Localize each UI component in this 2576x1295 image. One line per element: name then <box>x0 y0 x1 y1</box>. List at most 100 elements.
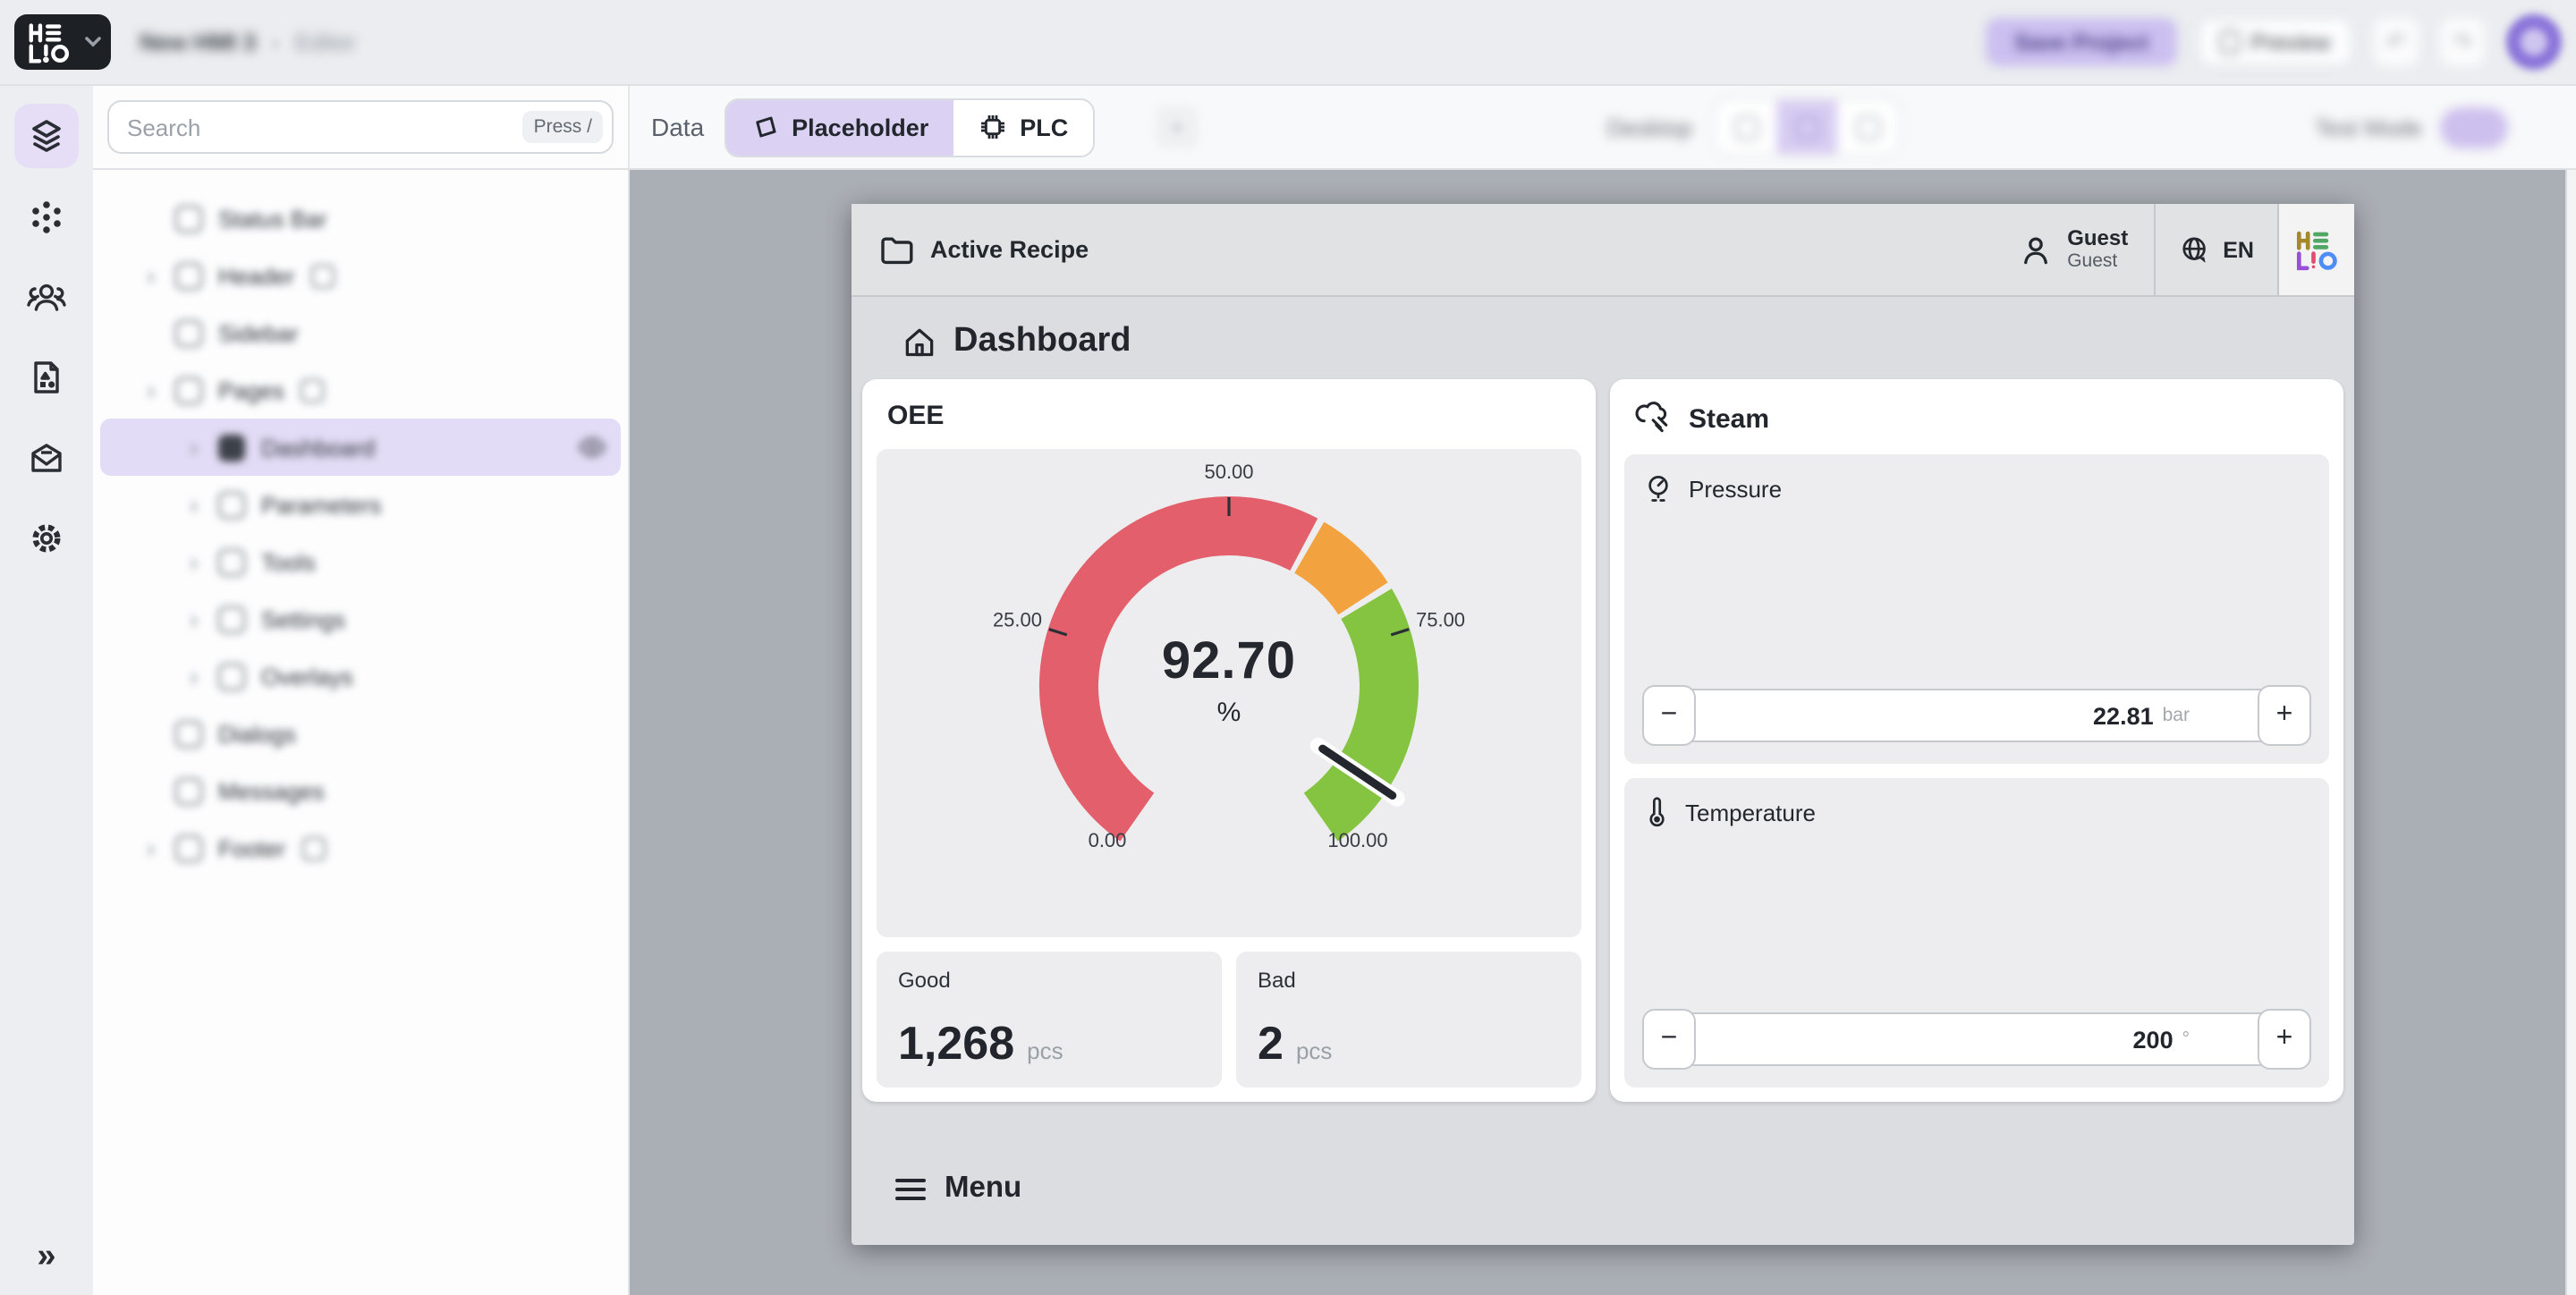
item-icon <box>218 491 245 518</box>
project-name[interactable]: New HMI 3 <box>140 29 257 55</box>
hmi-preview-frame: Active Recipe <box>852 204 2354 1245</box>
pressure-decrement-button[interactable]: − <box>1642 685 1696 746</box>
tree-item-overlays[interactable]: › Overlays <box>100 648 621 705</box>
chevron-icon[interactable]: › <box>190 662 199 690</box>
rail-item-assets[interactable] <box>14 345 79 410</box>
home-icon <box>905 328 934 357</box>
kpi-bad-label: Bad <box>1258 968 1296 993</box>
tablet-icon <box>1795 115 1819 139</box>
chevron-icon[interactable]: › <box>147 261 156 290</box>
device-desktop-button[interactable] <box>1837 100 1898 154</box>
page-title: Dashboard <box>902 322 2343 361</box>
tree-item-tools[interactable]: › Tools <box>100 533 621 590</box>
chevron-icon[interactable]: › <box>190 433 199 461</box>
steam-card-title: Steam <box>1635 401 2329 436</box>
tree-item-status-bar[interactable]: Status Bar <box>100 190 621 247</box>
item-icon <box>175 720 202 747</box>
chevron-icon[interactable]: › <box>190 490 199 519</box>
device-phone-button[interactable] <box>1716 100 1776 154</box>
pressure-unit: bar <box>2162 705 2190 726</box>
divider <box>2277 204 2279 295</box>
language-switcher[interactable]: EN <box>2155 204 2277 295</box>
collapse-sidebar-button[interactable]: » <box>37 1238 55 1277</box>
rail-item-users[interactable] <box>14 265 79 329</box>
data-source-tabs: Placeholder PLC <box>724 97 1096 157</box>
tree-item-footer[interactable]: › Footer <box>100 819 621 876</box>
tree-item-label: Parameters <box>261 491 382 518</box>
save-project-button[interactable]: Save Project <box>1986 18 2177 66</box>
eye-icon[interactable] <box>578 433 606 461</box>
temperature-input[interactable]: 200 ° <box>1683 1012 2270 1066</box>
tree-item-header[interactable]: › Header <box>100 247 621 304</box>
user-avatar[interactable] <box>2506 14 2562 70</box>
chevron-icon[interactable]: › <box>147 376 156 404</box>
pressure-increment-button[interactable]: + <box>2258 685 2311 746</box>
layer-tree-panel: Status Bar › Header Sidebar › Pages › Dashboard… <box>93 170 630 1295</box>
template-badge-icon <box>300 378 324 402</box>
active-recipe[interactable]: Active Recipe <box>852 204 1089 295</box>
menu-label: Menu <box>945 1172 1022 1204</box>
rail-item-layers[interactable] <box>14 104 79 168</box>
device-tablet-button[interactable] <box>1776 100 1838 154</box>
tab-plc[interactable]: PLC <box>953 99 1093 155</box>
svg-text:50.00: 50.00 <box>1204 461 1253 483</box>
temperature-unit: ° <box>2182 1028 2190 1050</box>
add-tab-button[interactable]: + <box>1156 106 1199 148</box>
folder-icon <box>881 236 913 264</box>
search-input[interactable]: Search Press / <box>107 100 614 154</box>
item-icon <box>218 434 245 461</box>
menu-button[interactable]: Menu <box>862 1172 2343 1206</box>
item-icon <box>175 834 202 861</box>
test-mode-toggle[interactable] <box>2440 106 2508 148</box>
tree-item-messages[interactable]: Messages <box>100 762 621 819</box>
temperature-label: Temperature <box>1685 799 1816 825</box>
tree-item-label: Pages <box>218 377 284 403</box>
chevron-icon[interactable]: › <box>190 547 199 576</box>
canvas-scrollbar[interactable] <box>2565 170 2576 1295</box>
temperature-decrement-button[interactable]: − <box>1642 1009 1696 1070</box>
pressure-input[interactable]: 22.81 bar <box>1683 689 2270 742</box>
pressure-panel: Pressure − 22.81 bar <box>1624 454 2329 764</box>
rail-item-components[interactable] <box>14 184 79 249</box>
app-logo-menu[interactable] <box>14 14 111 70</box>
chevron-icon[interactable]: › <box>147 834 156 862</box>
tab-placeholder[interactable]: Placeholder <box>725 99 954 155</box>
tree-item-dialogs[interactable]: Dialogs <box>100 705 621 762</box>
page-title-label: Dashboard <box>953 322 1131 360</box>
tree-item-dashboard[interactable]: › Dashboard <box>100 419 621 476</box>
tree-item-sidebar[interactable]: Sidebar <box>100 304 621 361</box>
redo-button[interactable]: ↷ <box>2440 18 2485 66</box>
gauge-icon <box>1648 476 1668 502</box>
helio-brand-tile <box>2279 204 2354 295</box>
user-role: Guest <box>2067 250 2118 273</box>
top-bar: New HMI 3 › Editor Save Project Preview … <box>0 0 2576 86</box>
phone-icon <box>1734 115 1758 139</box>
kpi-good-label: Good <box>898 968 951 993</box>
user-menu[interactable]: Guest Guest <box>1992 204 2153 295</box>
undo-button[interactable]: ↶ <box>2374 18 2419 66</box>
tree-item-settings[interactable]: › Settings <box>100 590 621 648</box>
monitor-icon <box>1856 115 1880 139</box>
settings-gear-icon <box>32 524 61 553</box>
person-icon <box>2023 236 2047 264</box>
breadcrumb-separator: › <box>272 30 280 55</box>
chip-icon <box>981 115 1005 139</box>
placeholder-icon <box>755 116 775 138</box>
temperature-increment-button[interactable]: + <box>2258 1009 2311 1070</box>
thermometer-icon <box>1649 797 1665 827</box>
rail-item-messages[interactable] <box>14 426 79 490</box>
steam-title-label: Steam <box>1689 403 1770 434</box>
chevron-icon[interactable]: › <box>190 605 199 633</box>
editor-canvas[interactable]: Active Recipe <box>630 170 2576 1295</box>
item-icon <box>218 663 245 690</box>
rail-item-settings[interactable] <box>14 506 79 571</box>
pressure-stepper: − 22.81 bar + <box>1642 685 2311 746</box>
preview-button[interactable]: Preview <box>2199 18 2352 66</box>
tree-item-parameters[interactable]: › Parameters <box>100 476 621 533</box>
toolbar: Search Press / Data Placeholder <box>93 86 2576 170</box>
tree-item-pages[interactable]: › Pages <box>100 361 621 419</box>
language-code: EN <box>2223 237 2254 262</box>
item-icon <box>175 377 202 403</box>
item-icon <box>218 605 245 632</box>
